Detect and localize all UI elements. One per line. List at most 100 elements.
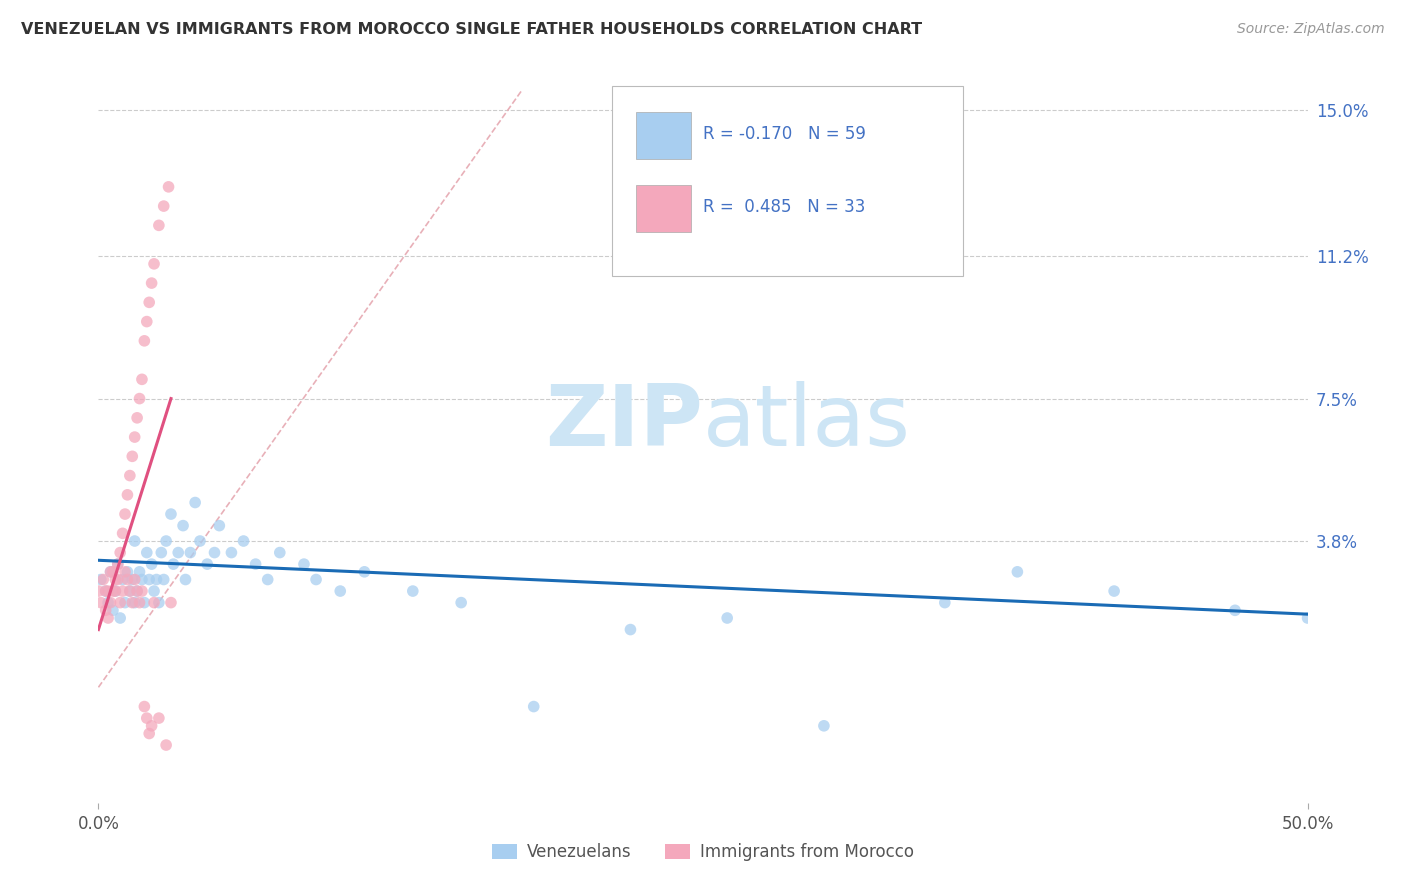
Point (134, 334, 156, 348)
Point (148, 596, 170, 610)
Point (208, 518, 231, 533)
Text: ZIP: ZIP (546, 381, 703, 464)
Point (160, 507, 183, 521)
Point (128, 565, 150, 579)
Point (100, 596, 122, 610)
Point (94, 584, 117, 599)
Point (127, 584, 149, 599)
Point (152, 573, 174, 587)
Point (1223, 603, 1246, 617)
Point (204, 545, 226, 559)
Point (162, 557, 184, 571)
FancyBboxPatch shape (637, 185, 690, 232)
FancyBboxPatch shape (637, 112, 690, 159)
Point (188, 534, 211, 549)
Point (195, 557, 218, 571)
Point (353, 565, 375, 579)
Point (138, 726, 160, 740)
Point (305, 573, 328, 587)
Text: Source: ZipAtlas.com: Source: ZipAtlas.com (1237, 22, 1385, 37)
Point (127, 410, 149, 425)
Text: VENEZUELAN VS IMMIGRANTS FROM MOROCCO SINGLE FATHER HOUSEHOLDS CORRELATION CHART: VENEZUELAN VS IMMIGRANTS FROM MOROCCO SI… (21, 22, 922, 37)
Point (150, 545, 173, 559)
Point (128, 596, 150, 610)
Point (114, 565, 136, 579)
Point (108, 611, 131, 625)
Point (145, 573, 167, 587)
Point (934, 596, 956, 610)
Point (111, 584, 134, 599)
Point (134, 596, 156, 610)
Point (184, 495, 207, 509)
Point (118, 584, 141, 599)
Point (118, 468, 141, 483)
Point (329, 584, 352, 599)
Point (179, 545, 201, 559)
Point (108, 545, 131, 559)
Point (97, 584, 120, 599)
Text: R = -0.170   N = 59: R = -0.170 N = 59 (703, 125, 866, 143)
Point (118, 584, 141, 599)
Point (152, 199, 174, 213)
Point (90, 596, 112, 610)
Point (101, 603, 124, 617)
Point (141, 276, 163, 290)
Point (121, 596, 143, 610)
Point (94, 584, 117, 599)
Point (101, 584, 124, 599)
Point (131, 573, 153, 587)
Point (94, 603, 117, 617)
Point (813, 719, 835, 733)
Point (124, 430, 146, 444)
Point (155, 738, 177, 752)
Point (134, 699, 156, 714)
Point (90, 573, 112, 587)
Point (269, 545, 291, 559)
Point (87, 584, 110, 599)
Point (100, 565, 122, 579)
Point (131, 584, 153, 599)
Point (135, 545, 157, 559)
Point (100, 565, 122, 579)
Point (97, 611, 120, 625)
Point (245, 557, 267, 571)
FancyBboxPatch shape (613, 86, 963, 277)
Point (138, 573, 160, 587)
Point (138, 295, 160, 310)
Point (121, 450, 143, 464)
Point (114, 596, 136, 610)
Point (108, 596, 131, 610)
Legend: Venezuelans, Immigrants from Morocco: Venezuelans, Immigrants from Morocco (485, 837, 921, 868)
Point (107, 557, 129, 571)
Point (402, 584, 425, 599)
Point (104, 584, 127, 599)
Point (104, 584, 127, 599)
Point (157, 179, 180, 194)
Point (97, 596, 120, 610)
Point (1007, 565, 1029, 579)
Point (143, 584, 166, 599)
Point (124, 573, 146, 587)
Point (135, 711, 157, 725)
Point (121, 573, 143, 587)
Point (292, 557, 315, 571)
Point (148, 711, 170, 725)
Point (172, 518, 194, 533)
Point (523, 699, 546, 714)
Point (124, 534, 146, 549)
Point (128, 392, 150, 406)
Point (256, 573, 278, 587)
Point (141, 719, 163, 733)
Point (232, 534, 254, 549)
Point (1296, 611, 1319, 625)
Point (117, 573, 139, 587)
Point (619, 623, 641, 637)
Point (160, 596, 183, 610)
Point (135, 315, 157, 329)
Point (91, 573, 114, 587)
Point (101, 565, 124, 579)
Point (450, 596, 472, 610)
Point (174, 573, 197, 587)
Point (107, 557, 129, 571)
Point (143, 596, 166, 610)
